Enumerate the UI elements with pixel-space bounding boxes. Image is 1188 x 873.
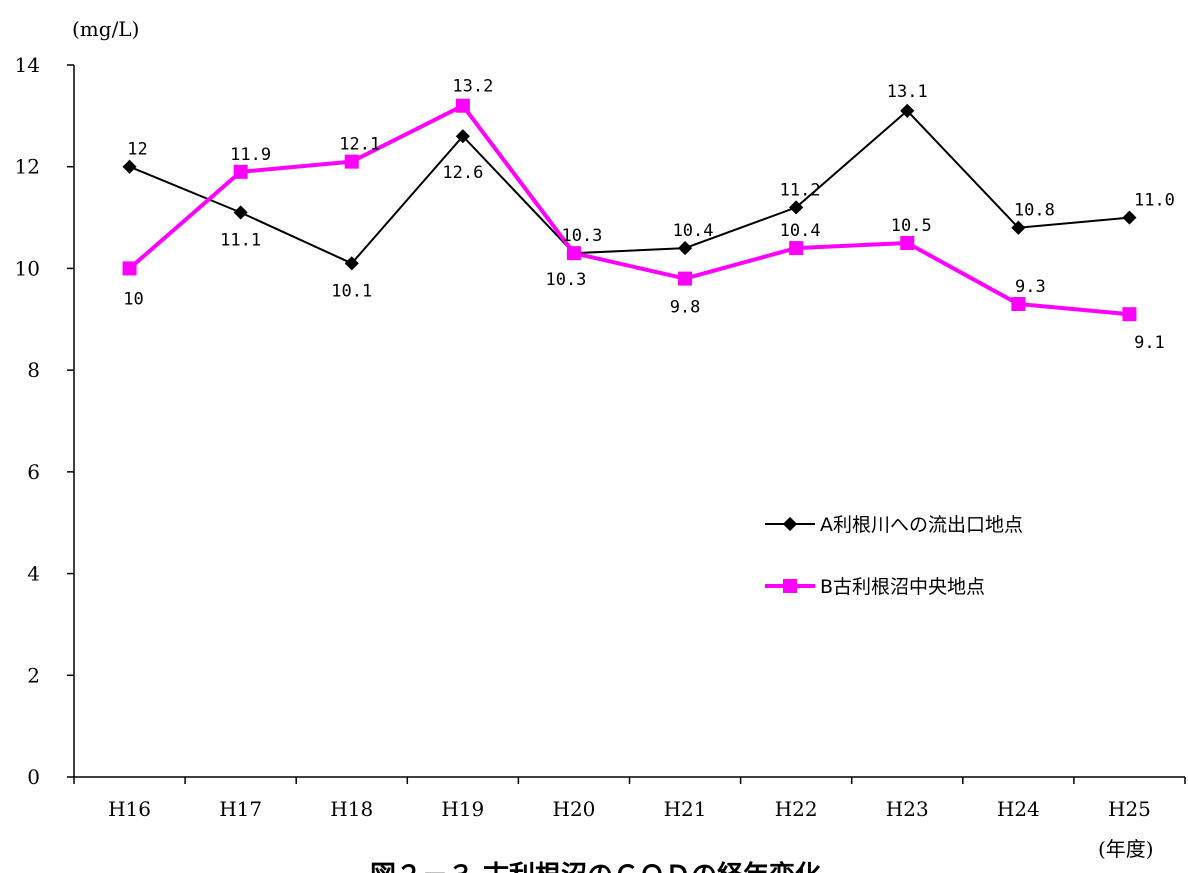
- series-a-data-label: 10.4: [673, 221, 714, 241]
- series-a-point: [122, 159, 137, 174]
- series-a-data-label: 10.3: [561, 226, 602, 246]
- data-labels: 12 11.1 10.1 12.6 10.3 10.4 11.2 13.1 10.8 11.0 10…: [123, 77, 1175, 354]
- series-b-data-label: 9.8: [670, 298, 701, 318]
- series-a-point: [677, 241, 693, 256]
- y-tick-label: 12: [15, 155, 40, 179]
- series-b-data-label: 10: [123, 289, 143, 309]
- series-a-point: [455, 129, 470, 144]
- series-b-point: [900, 236, 915, 250]
- series-a-data-label: 13.1: [887, 82, 928, 102]
- y-tick-label: 6: [27, 460, 40, 484]
- series-a-point: [900, 103, 915, 118]
- series-a-data-label: 12.6: [442, 163, 483, 183]
- x-tick-label: H16: [108, 797, 151, 821]
- series-b-data-label: 13.2: [452, 77, 493, 97]
- series-b-point: [789, 241, 804, 256]
- series-a-data-label: 11.2: [780, 180, 821, 200]
- y-axis-unit-label: (mg/L): [72, 17, 139, 41]
- x-tick-label: H19: [441, 797, 484, 821]
- tick-labels: 0 2 4 6 8 10 12 14 H16 H17 H18 H19 H20 H21 H22 H23 H24 H2…: [15, 53, 1151, 821]
- series-b-data-label: 9.3: [1015, 277, 1046, 297]
- series-line-a: [129, 109, 1130, 265]
- x-tick-label: H18: [330, 797, 373, 821]
- series-b-point: [566, 246, 581, 261]
- y-tick-label: 2: [27, 663, 40, 687]
- series-a-data-label: 12: [127, 140, 147, 160]
- series-a-point: [789, 200, 804, 215]
- series-b-point: [455, 98, 470, 113]
- series-b-point: [122, 261, 137, 276]
- series-b-point: [1122, 307, 1137, 322]
- legend-label-a: A利根川への流出口地点: [820, 514, 1023, 536]
- y-tick-label: 10: [15, 256, 40, 280]
- series-b-point: [1011, 297, 1026, 312]
- x-tick-label: H22: [775, 797, 818, 821]
- series-a: [122, 103, 1137, 271]
- series-a-data-label: 11.0: [1134, 191, 1175, 211]
- x-tick-label: H20: [553, 797, 596, 821]
- legend-marker-diamond: [782, 516, 798, 532]
- y-tick-label: 8: [27, 358, 40, 382]
- y-tick-label: 4: [27, 562, 40, 586]
- legend-marker-square: [783, 579, 797, 593]
- series-a-point: [1011, 220, 1026, 235]
- series-b-data-label: 11.9: [230, 145, 271, 165]
- series-b-point: [678, 271, 693, 286]
- x-tick-label: H23: [886, 797, 929, 821]
- series-b-point: [344, 154, 359, 169]
- series-a-data-label: 11.1: [220, 230, 261, 250]
- x-tick-label: H21: [664, 797, 707, 821]
- series-b: [122, 98, 1137, 322]
- series-line-b: [128, 103, 1130, 317]
- series-b-data-label: 9.1: [1134, 333, 1165, 353]
- series-a-point: [344, 256, 359, 271]
- series-b-data-label: 10.3: [545, 270, 586, 290]
- x-axis-unit-label: (年度): [1098, 837, 1154, 861]
- series-a-data-label: 10.8: [1014, 201, 1055, 221]
- x-tick-label: H17: [219, 797, 262, 821]
- series-a-point: [233, 205, 248, 220]
- x-tick-label: H25: [1108, 797, 1151, 821]
- y-tick-label: 0: [27, 765, 40, 789]
- legend: A利根川への流出口地点 B古利根沼中央地点: [765, 514, 1023, 598]
- series-a-data-label: 10.1: [331, 281, 372, 301]
- axes: [67, 64, 1186, 784]
- y-tick-label: 14: [15, 53, 40, 77]
- series-b-point: [233, 164, 248, 179]
- series-b-data-label: 12.1: [339, 135, 380, 155]
- series-b-data-label: 10.4: [780, 221, 821, 241]
- legend-label-b: B古利根沼中央地点: [820, 576, 985, 598]
- series-a-point: [1122, 210, 1137, 225]
- series-b-data-label: 10.5: [891, 216, 932, 236]
- x-tick-label: H24: [997, 797, 1040, 821]
- chart-title: 図２－３ 古利根沼のＣＯＤの経年変化: [370, 860, 821, 873]
